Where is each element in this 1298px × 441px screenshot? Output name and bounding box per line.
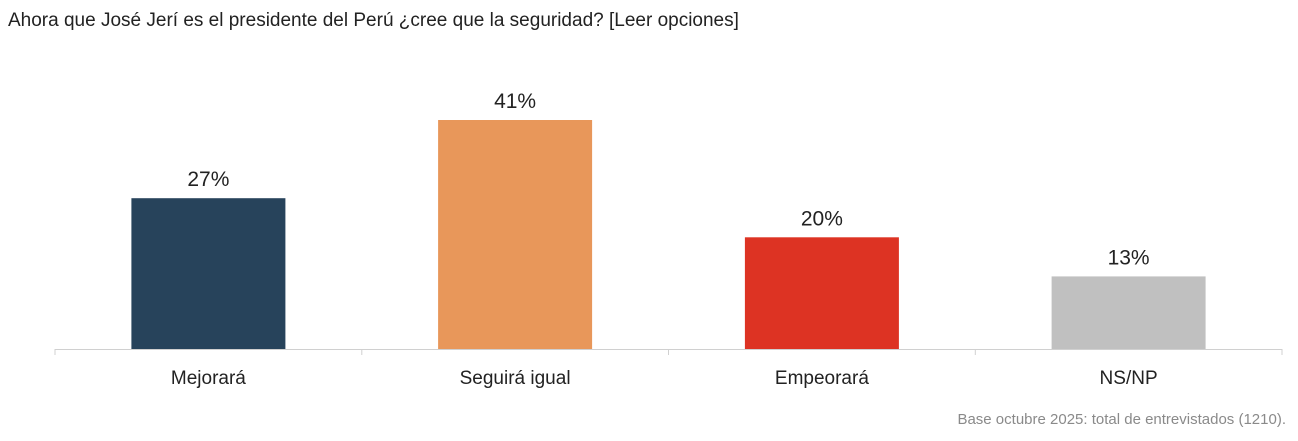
bar-seguira-igual bbox=[438, 120, 593, 349]
category-label-ns-np: NS/NP bbox=[1100, 368, 1158, 389]
bar-mejorara bbox=[131, 198, 286, 349]
category-label-mejorara: Mejorará bbox=[171, 368, 246, 389]
chart-title: Ahora que José Jerí es el presidente del… bbox=[8, 10, 739, 31]
value-label-ns-np: 13% bbox=[1108, 246, 1150, 269]
bar-ns-np bbox=[1051, 276, 1206, 349]
footnote: Base octubre 2025: total de entrevistado… bbox=[957, 411, 1286, 428]
category-label-empeorara: Empeorará bbox=[775, 368, 869, 389]
value-label-empeorara: 20% bbox=[801, 207, 843, 230]
category-label-seguira-igual: Seguirá igual bbox=[460, 368, 571, 389]
value-label-mejorara: 27% bbox=[187, 168, 229, 191]
bar-empeorara bbox=[744, 237, 899, 349]
value-label-seguira-igual: 41% bbox=[494, 90, 536, 113]
